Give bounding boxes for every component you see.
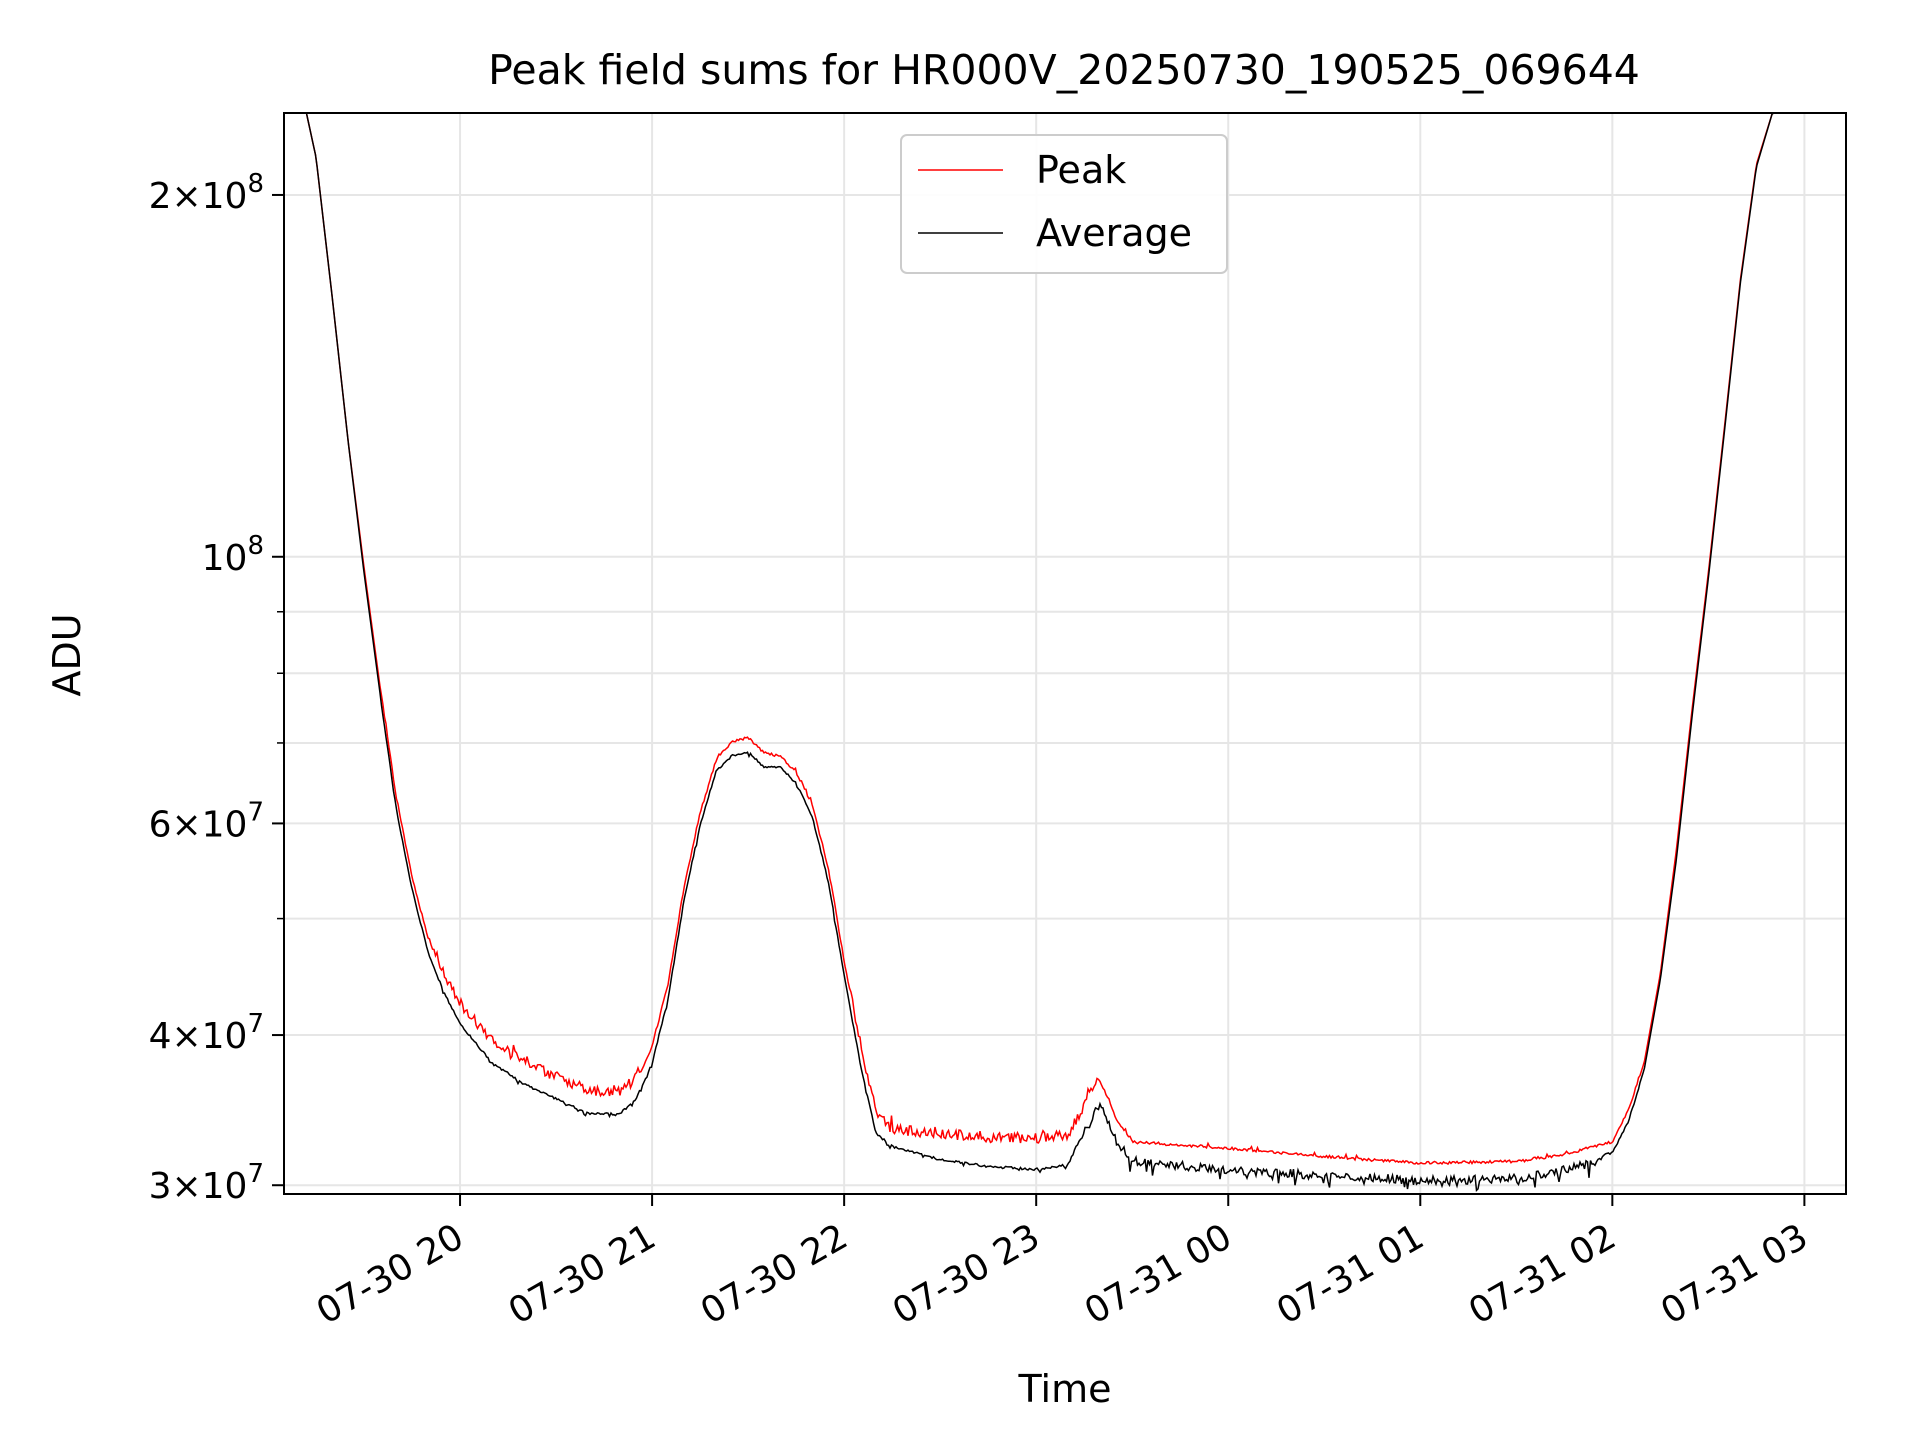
y-axis-label: ADU: [45, 613, 89, 696]
y-tick-mantissa: 4: [149, 1016, 172, 1057]
y-tick-label: 6×107: [149, 797, 264, 845]
y-tick-exponent: 7: [247, 1159, 264, 1189]
legend-label-peak: Peak: [1036, 148, 1126, 192]
y-tick-times-ten: ×10: [171, 1166, 247, 1207]
y-tick-label: 3×107: [149, 1159, 264, 1207]
legend: Peak Average: [900, 134, 1228, 274]
series-line-peak: [284, 112, 1846, 1166]
y-tick-times-ten: ×10: [171, 1016, 247, 1057]
y-tick-mantissa: 3: [149, 1166, 172, 1207]
y-tick-mantissa: 6: [149, 804, 172, 845]
legend-label-average: Average: [1036, 211, 1192, 255]
series-layer: [284, 112, 1846, 1193]
y-tick-exponent: 7: [247, 1009, 264, 1039]
y-tick-ten: 10: [202, 538, 248, 579]
y-tick-mantissa: 2: [149, 176, 172, 217]
y-tick-label: 2×108: [149, 169, 264, 217]
grid: [284, 113, 1846, 1194]
y-tick-times-ten: ×10: [171, 176, 247, 217]
y-tick-exponent: 7: [247, 797, 264, 827]
y-tick-exponent: 8: [247, 531, 264, 561]
chart-title: Peak field sums for HR000V_20250730_1905…: [488, 46, 1640, 94]
plot-frame: [283, 112, 1847, 1195]
y-tick-times-ten: ×10: [171, 804, 247, 845]
x-axis-label: Time: [1018, 1367, 1112, 1411]
y-tick-label: 108: [202, 531, 264, 579]
y-tick-exponent: 8: [247, 169, 264, 199]
y-tick-label: 4×107: [149, 1009, 264, 1057]
series-line-average: [284, 112, 1846, 1193]
